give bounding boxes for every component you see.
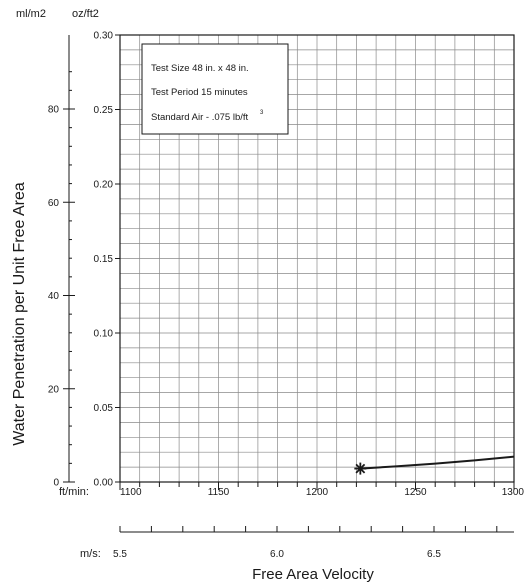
x-ftmin-tick-label: 1100 — [120, 487, 142, 498]
legend-line-2: Test Period 15 minutes — [151, 87, 248, 98]
legend-line-3: Standard Air - .075 lb/ft — [151, 112, 249, 123]
legend-frame — [141, 43, 289, 135]
y-ml-tick-label: 40 — [48, 291, 60, 302]
ticks: 0.30 0.25 0.20 0.15 0.10 0.05 0.00 80 60 40 20 0 110… — [48, 31, 525, 561]
series-line — [360, 455, 515, 470]
y-ml-tick-label: 80 — [48, 105, 60, 116]
y-ml-tick-label: 20 — [48, 384, 60, 395]
x-bottom-unit-label: m/s: — [80, 548, 101, 560]
x-ftmin-tick-label: 1200 — [306, 487, 329, 498]
x-ftmin-tick-label: 1150 — [208, 487, 230, 498]
x-axis-title: Free Area Velocity — [252, 566, 374, 583]
data-point-marker — [354, 462, 367, 475]
y-oz-tick-label: 0.30 — [94, 31, 114, 42]
legend-superscript: 3 — [260, 110, 264, 116]
series-layer — [354, 455, 515, 475]
marker-stroke — [355, 463, 366, 474]
x-ftmin-tick-label: 1250 — [404, 487, 427, 498]
x-ftmin-tick-label: 1300 — [502, 487, 525, 498]
y-oz-tick-label: 0.00 — [94, 478, 114, 489]
y-oz-tick-label: 0.10 — [94, 329, 114, 340]
y-oz-tick-label: 0.15 — [94, 254, 114, 265]
y-ml-tick-label: 0 — [53, 478, 59, 489]
y-axis-title: Water Penetration per Unit Free Area — [11, 182, 28, 446]
x-ms-tick-label: 6.0 — [270, 549, 284, 560]
x-top-unit-label: ft/min: — [59, 486, 89, 498]
y-oz-tick-label: 0.05 — [94, 403, 114, 414]
y-oz-tick-label: 0.20 — [94, 180, 114, 191]
y-oz-tick-label: 0.25 — [94, 105, 114, 116]
x-ms-tick-label: 5.5 — [113, 549, 127, 560]
y-right-unit-label: oz/ft2 — [72, 8, 99, 20]
x-ms-tick-label: 6.5 — [427, 549, 441, 560]
y-ml-tick-label: 60 — [48, 198, 60, 209]
legend-box: Test Size 48 in. x 48 in. Test Period 15… — [141, 43, 289, 135]
legend-line-1: Test Size 48 in. x 48 in. — [151, 63, 249, 74]
y-left-unit-label: ml/m2 — [16, 8, 46, 20]
